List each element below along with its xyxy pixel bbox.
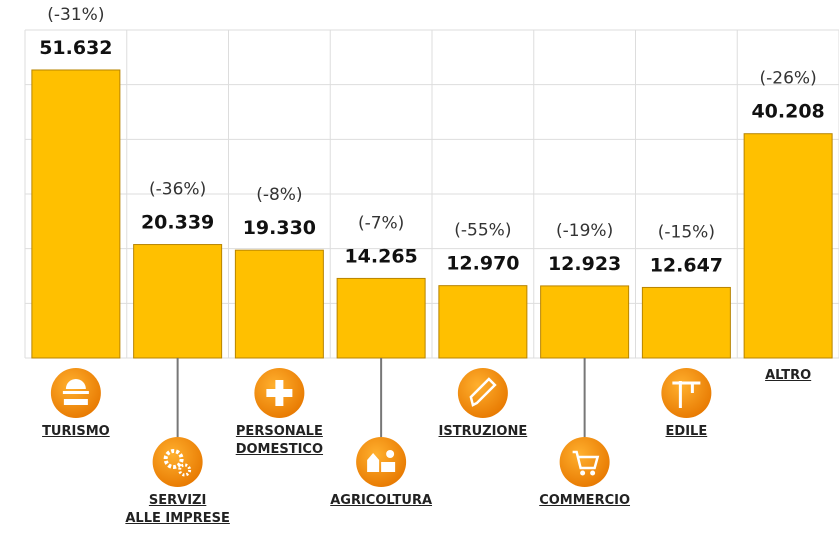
bar [641, 286, 731, 359]
icon-glyph [386, 450, 395, 458]
bar [234, 249, 324, 359]
change-label: (-8%) [256, 185, 302, 205]
bar [743, 133, 833, 359]
change-label: (-36%) [149, 180, 206, 200]
icon-circle [559, 437, 610, 487]
value-label: 14.265 [344, 245, 417, 267]
icon [661, 368, 712, 418]
icon [457, 368, 508, 418]
bar [540, 285, 630, 359]
value-label: 20.339 [141, 212, 214, 234]
icon-glyph [163, 449, 184, 469]
x-tick-label: TURISMO [42, 424, 110, 439]
icon-glyph [672, 381, 701, 408]
icon-glyph [178, 463, 192, 477]
bar [438, 285, 528, 359]
bar [133, 244, 223, 359]
icon-circle [661, 368, 712, 418]
change-label: (-7%) [358, 213, 404, 233]
icon-glyph [266, 380, 293, 406]
change-label: (-26%) [760, 69, 817, 89]
change-label: (-55%) [454, 221, 511, 241]
icon [254, 368, 305, 418]
value-label: 12.970 [446, 253, 519, 275]
icon-glyph [572, 450, 600, 470]
bar [336, 277, 426, 359]
icon [50, 368, 101, 418]
value-label: 51.632 [39, 37, 112, 59]
value-label: 12.923 [548, 253, 621, 275]
icon-glyph [469, 377, 497, 407]
icon [356, 437, 407, 487]
x-tick-label: ISTRUZIONE [438, 424, 528, 439]
icon-glyph [62, 379, 89, 405]
icon-glyph [580, 470, 586, 476]
icon-glyph [590, 470, 596, 476]
x-tick-label: ALTRO [765, 368, 812, 383]
bar [31, 69, 121, 359]
icon-circle [457, 368, 508, 418]
x-tick-label: COMMERCIO [539, 493, 631, 508]
change-label: (-19%) [556, 221, 613, 241]
change-label: (-31%) [47, 5, 104, 25]
value-label: 40.208 [751, 101, 824, 123]
value-label: 12.647 [650, 254, 723, 276]
x-tick-label: SERVIZI ALLE IMPRESE [125, 493, 230, 526]
x-tick-label: AGRICOLTURA [330, 493, 433, 508]
icon-glyph [367, 453, 396, 472]
x-tick-label: EDILE [665, 424, 708, 439]
icon-circle [152, 437, 203, 487]
icon [152, 437, 203, 487]
value-label: 19.330 [243, 217, 316, 239]
change-label: (-15%) [658, 222, 715, 242]
x-tick-label: PERSONALE DOMESTICO [235, 424, 324, 457]
icon [559, 437, 610, 487]
